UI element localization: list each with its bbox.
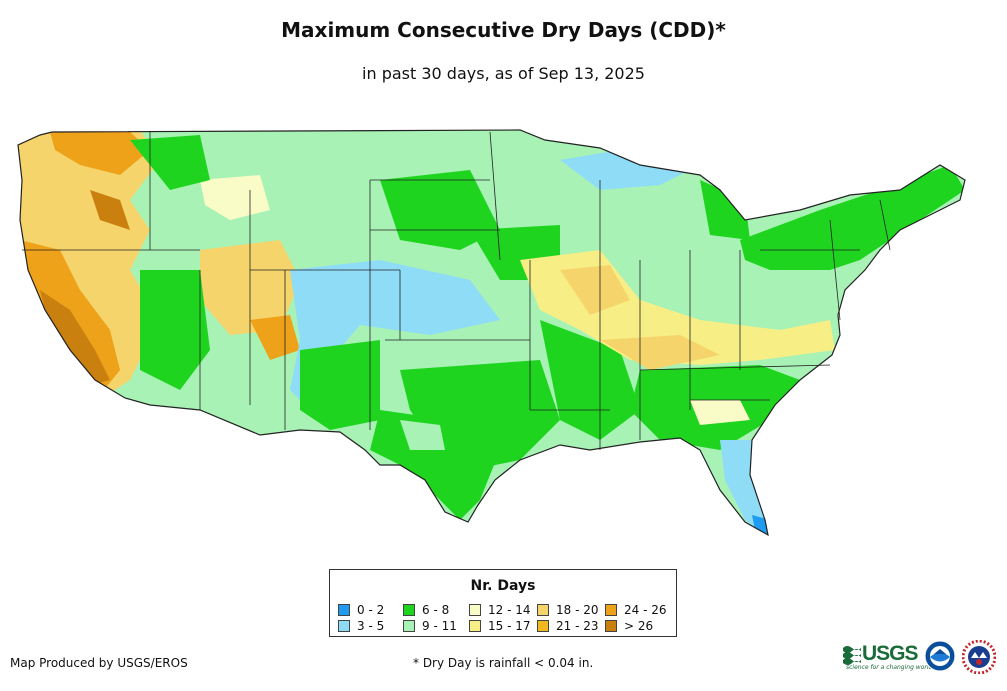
legend-label: 6 - 8: [422, 603, 450, 617]
legend-item: 21 - 23: [537, 619, 599, 633]
legend-swatch: [338, 620, 350, 632]
legend-item: > 26: [605, 619, 653, 633]
map-subtitle: in past 30 days, as of Sep 13, 2025: [362, 64, 645, 83]
legend-item: 6 - 8: [403, 603, 449, 617]
cdd-map: [17, 129, 966, 537]
legend-label: 9 - 11: [422, 619, 457, 633]
legend: Nr. Days 0 - 2 3 - 5 6 - 8 9 - 11 12 - 1…: [329, 569, 677, 637]
legend-swatch: [469, 620, 481, 632]
state-boundaries: [22, 131, 891, 450]
legend-label: 21 - 23: [556, 619, 599, 633]
legend-swatch: [469, 604, 481, 616]
legend-swatch: [605, 620, 617, 632]
legend-swatch: [605, 604, 617, 616]
legend-swatch: [537, 620, 549, 632]
legend-label: 0 - 2: [357, 603, 385, 617]
usgs-logo: USGS: [862, 642, 919, 665]
legend-item: 24 - 26: [605, 603, 667, 617]
legend-item: 3 - 5: [338, 619, 384, 633]
cdd-raster: [18, 130, 965, 535]
legend-item: 0 - 2: [338, 603, 384, 617]
legend-item: 12 - 14: [469, 603, 531, 617]
map-title: Maximum Consecutive Dry Days (CDD)*: [281, 18, 726, 42]
legend-swatch: [403, 604, 415, 616]
legend-item: 9 - 11: [403, 619, 457, 633]
footnote: * Dry Day is rainfall < 0.04 in.: [413, 656, 594, 670]
legend-label: 24 - 26: [624, 603, 667, 617]
legend-swatch: [403, 620, 415, 632]
usgs-tagline: science for a changing world: [846, 664, 933, 671]
legend-label: 18 - 20: [556, 603, 599, 617]
legend-label: 3 - 5: [357, 619, 385, 633]
legend-item: 15 - 17: [469, 619, 531, 633]
noaa-logo-icon: [924, 640, 956, 672]
legend-label: 15 - 17: [488, 619, 531, 633]
legend-label: 12 - 14: [488, 603, 531, 617]
legend-title: Nr. Days: [470, 578, 536, 594]
map-credit: Map Produced by USGS/EROS: [10, 656, 188, 670]
legend-label: > 26: [624, 619, 654, 633]
usgs-wave-icon: [843, 646, 861, 665]
legend-item: 18 - 20: [537, 603, 599, 617]
nws-logo-icon: [962, 640, 996, 674]
legend-swatch: [537, 604, 549, 616]
legend-swatch: [338, 604, 350, 616]
